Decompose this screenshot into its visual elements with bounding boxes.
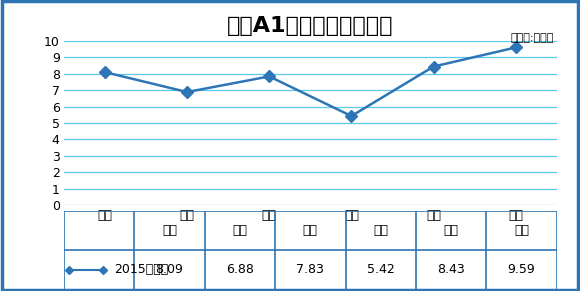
Text: 2015款优惠: 2015款优惠: [114, 263, 169, 276]
Text: 上海: 上海: [233, 224, 248, 237]
Text: （单位:万元）: （单位:万元）: [510, 33, 554, 43]
Text: 7.83: 7.83: [296, 263, 324, 276]
Text: 成都: 成都: [514, 224, 529, 237]
Text: 北京: 北京: [162, 224, 177, 237]
Text: 9.59: 9.59: [508, 263, 535, 276]
Text: 8.43: 8.43: [437, 263, 465, 276]
Text: 东莞: 东莞: [373, 224, 388, 237]
Text: 佛山: 佛山: [444, 224, 459, 237]
Text: 8.09: 8.09: [155, 263, 183, 276]
Text: 6.88: 6.88: [226, 263, 254, 276]
Text: 5.42: 5.42: [367, 263, 394, 276]
Title: 奥迪A1各地区优惠对比图: 奥迪A1各地区优惠对比图: [227, 16, 394, 36]
Text: 广州: 广州: [303, 224, 318, 237]
